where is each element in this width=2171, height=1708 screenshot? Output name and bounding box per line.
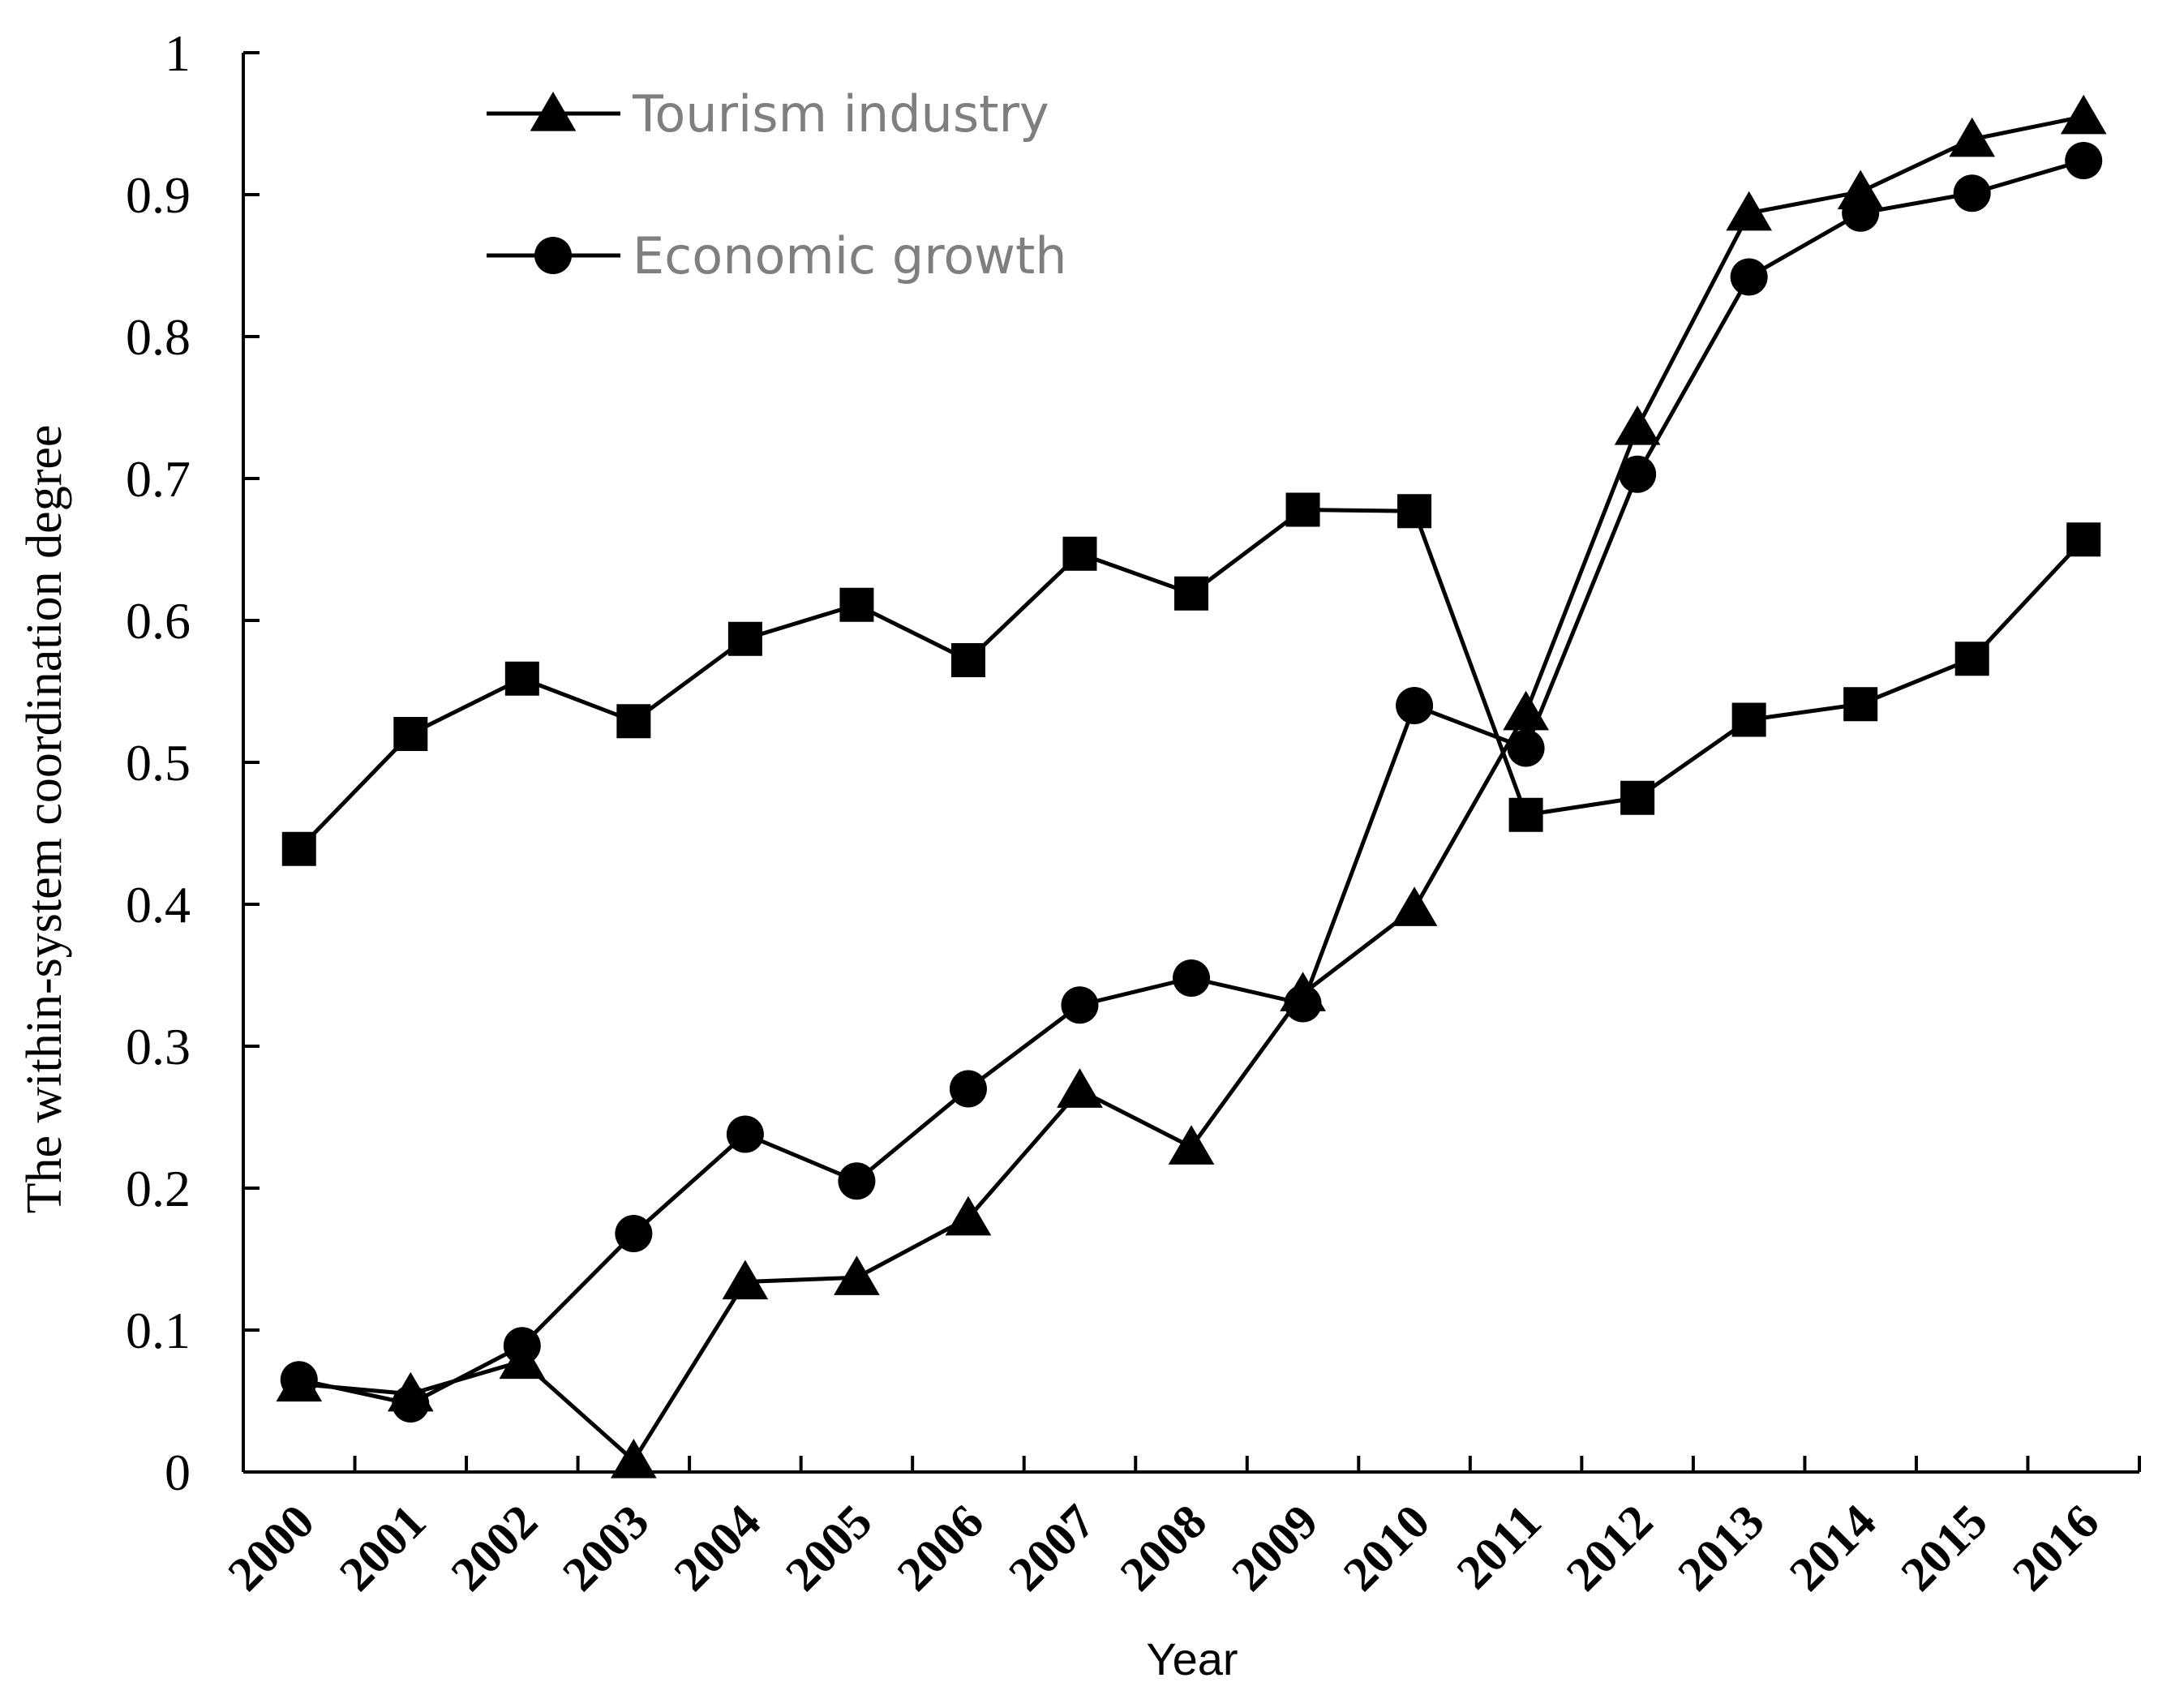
- y-tick-label: 0.5: [126, 734, 191, 792]
- y-tick-label: 0.2: [126, 1160, 191, 1217]
- data-point-circle: [726, 1115, 764, 1153]
- data-point-triangle: [1614, 406, 1661, 445]
- data-point-circle: [1842, 194, 1880, 232]
- x-tick-label: 2007: [998, 1495, 1105, 1602]
- data-point-circle: [1284, 985, 1322, 1023]
- data-point-triangle: [611, 1439, 657, 1478]
- series-line: [297, 508, 2086, 851]
- data-point-triangle: [1726, 191, 1772, 231]
- y-tick-label: 0.6: [126, 592, 191, 650]
- x-tick-label: 2011: [1447, 1495, 1551, 1599]
- x-tick-label: 2016: [2002, 1495, 2109, 1602]
- x-tick-label: 2005: [775, 1495, 882, 1602]
- data-point-square: [1508, 797, 1543, 832]
- legend-item: Tourism industry: [487, 84, 1049, 144]
- data-point-circle: [1507, 729, 1545, 767]
- data-point-triangle: [945, 1195, 992, 1236]
- y-tick-label: 1: [165, 24, 191, 82]
- x-tick-label: 2015: [1890, 1495, 1997, 1602]
- x-tick-label: 2009: [1221, 1495, 1328, 1602]
- data-point-square: [1285, 492, 1320, 527]
- x-tick-label: 2014: [1779, 1495, 1886, 1602]
- data-point-circle: [1619, 455, 1657, 493]
- y-tick-label: 0.7: [126, 450, 191, 508]
- y-tick-label: 0.4: [126, 876, 191, 933]
- x-tick-label: 2003: [552, 1495, 659, 1602]
- y-tick-label: 0.8: [126, 308, 191, 366]
- legend-marker-circle: [534, 237, 572, 274]
- data-point-square: [1731, 702, 1766, 737]
- legend-label: Tourism industry: [632, 84, 1049, 144]
- x-tick-label: 2013: [1667, 1495, 1774, 1602]
- data-point-square: [504, 661, 539, 696]
- data-point-triangle: [1949, 117, 1996, 157]
- x-axis-title: Year: [1146, 1633, 1238, 1684]
- x-tick-label: 2004: [664, 1495, 771, 1602]
- data-point-triangle: [1168, 1125, 1215, 1165]
- x-tick-label: 2010: [1333, 1495, 1440, 1602]
- data-point-square: [1843, 687, 1878, 722]
- series-triangle: [276, 94, 2107, 1478]
- y-tick-label: 0.1: [126, 1302, 191, 1359]
- data-point-circle: [1396, 687, 1434, 724]
- x-tick-label: 2012: [1556, 1495, 1663, 1602]
- data-point-square: [1954, 642, 1989, 676]
- data-point-circle: [1730, 258, 1768, 296]
- data-point-circle: [949, 1070, 987, 1108]
- x-tick-label: 2001: [329, 1495, 436, 1602]
- axes: [242, 53, 2139, 1474]
- x-tick-label: 2002: [440, 1495, 547, 1602]
- data-point-square: [616, 704, 651, 739]
- data-point-square: [1062, 536, 1097, 571]
- data-point-square: [2066, 522, 2101, 557]
- legend-label: Economic growth: [633, 226, 1067, 285]
- data-point-square: [1174, 576, 1208, 611]
- data-point-circle: [2065, 142, 2103, 179]
- data-point-circle: [1953, 174, 1991, 212]
- x-tick-label: 2006: [887, 1495, 994, 1602]
- legend-item: Economic growth: [487, 226, 1067, 285]
- data-point-circle: [1173, 959, 1210, 997]
- y-tick-label: 0.3: [126, 1018, 191, 1075]
- series-line: [298, 158, 2084, 1406]
- data-point-triangle: [722, 1260, 769, 1300]
- data-point-triangle: [1391, 886, 1438, 926]
- data-point-triangle: [1057, 1068, 1103, 1108]
- data-point-square: [727, 621, 762, 656]
- data-point-triangle: [834, 1255, 880, 1295]
- y-axis-title: The within-system coordination degree: [17, 425, 72, 1214]
- data-point-circle: [392, 1385, 430, 1423]
- legend-marker-triangle: [530, 92, 577, 131]
- data-point-square: [1397, 494, 1432, 529]
- x-axis-ticks: 2000 2001 2002 2003 2004 2005 2006 2007 2008 2009…: [217, 1456, 2141, 1602]
- data-point-square: [950, 643, 985, 677]
- data-point-triangle: [2060, 94, 2107, 135]
- series-line: [298, 114, 2084, 1463]
- data-point-circle: [838, 1162, 876, 1200]
- x-tick-label: 2008: [1110, 1495, 1217, 1602]
- data-point-square: [393, 717, 428, 751]
- data-point-circle: [1061, 986, 1099, 1024]
- data-point-square: [839, 587, 874, 622]
- y-axis-ticks: 0 0.1 0.2 0.3 0.4 0.5 0.6 0.7 0.8 0.9 1: [126, 24, 260, 1501]
- y-tick-label: 0.9: [126, 166, 191, 224]
- x-tick-label: 2000: [217, 1495, 324, 1602]
- series-layer: [276, 94, 2107, 1478]
- y-tick-label: 0: [165, 1444, 191, 1501]
- data-point-circle: [615, 1215, 653, 1252]
- data-point-square: [1620, 780, 1655, 815]
- series-square: [281, 492, 2101, 866]
- data-point-square: [281, 831, 316, 866]
- legend: Tourism industry Economic growth: [487, 84, 1067, 285]
- data-point-circle: [280, 1361, 318, 1399]
- series-circle: [280, 142, 2103, 1423]
- data-point-circle: [503, 1327, 541, 1365]
